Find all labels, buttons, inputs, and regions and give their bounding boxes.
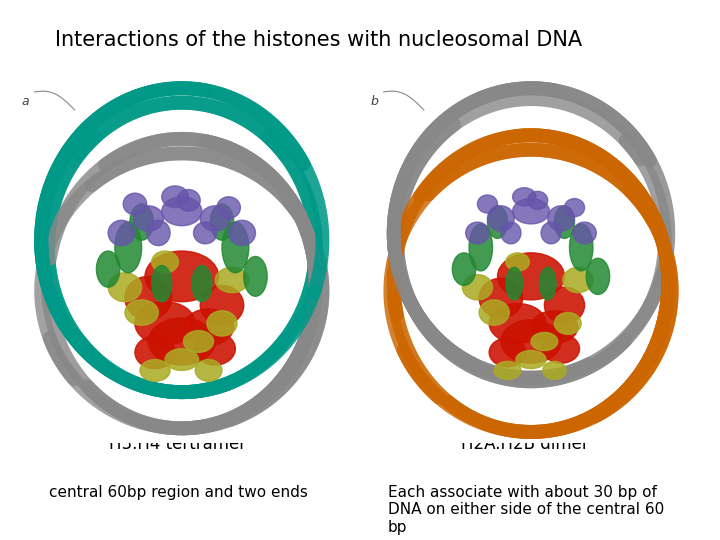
- Ellipse shape: [487, 206, 508, 238]
- Ellipse shape: [147, 220, 170, 246]
- Ellipse shape: [133, 206, 163, 231]
- Ellipse shape: [135, 336, 175, 369]
- Ellipse shape: [528, 191, 548, 210]
- Ellipse shape: [200, 286, 244, 325]
- Ellipse shape: [115, 222, 142, 273]
- Text: H3.H4 tertramer: H3.H4 tertramer: [109, 435, 246, 453]
- Ellipse shape: [217, 197, 240, 219]
- Ellipse shape: [162, 186, 189, 207]
- Ellipse shape: [466, 222, 489, 244]
- Ellipse shape: [506, 267, 523, 300]
- Ellipse shape: [479, 278, 523, 318]
- Text: a: a: [21, 96, 29, 109]
- Ellipse shape: [165, 349, 199, 370]
- Ellipse shape: [229, 220, 256, 246]
- Ellipse shape: [125, 276, 172, 320]
- Ellipse shape: [506, 253, 529, 271]
- Ellipse shape: [489, 338, 526, 367]
- Ellipse shape: [539, 267, 556, 300]
- Ellipse shape: [148, 318, 215, 365]
- Text: central 60bp region and two ends: central 60bp region and two ends: [48, 485, 307, 500]
- Ellipse shape: [573, 222, 596, 244]
- Ellipse shape: [563, 267, 593, 293]
- Ellipse shape: [108, 273, 142, 302]
- Ellipse shape: [215, 267, 249, 293]
- Ellipse shape: [210, 204, 234, 240]
- Ellipse shape: [544, 287, 585, 323]
- Ellipse shape: [513, 188, 536, 206]
- Ellipse shape: [462, 274, 492, 300]
- Ellipse shape: [125, 300, 158, 325]
- Ellipse shape: [123, 193, 147, 215]
- Ellipse shape: [501, 320, 561, 363]
- Text: Each associate with about 30 bp of
DNA on either side of the central 60
bp: Each associate with about 30 bp of DNA o…: [388, 485, 665, 535]
- Ellipse shape: [177, 190, 200, 211]
- Ellipse shape: [554, 206, 575, 238]
- Ellipse shape: [489, 303, 546, 343]
- Ellipse shape: [543, 361, 566, 380]
- Ellipse shape: [184, 309, 234, 345]
- Ellipse shape: [152, 251, 179, 273]
- Ellipse shape: [477, 195, 498, 213]
- Ellipse shape: [531, 310, 578, 343]
- Ellipse shape: [140, 360, 170, 381]
- Ellipse shape: [543, 334, 580, 363]
- Ellipse shape: [195, 360, 222, 381]
- Ellipse shape: [244, 256, 267, 296]
- Ellipse shape: [469, 224, 492, 271]
- Ellipse shape: [194, 222, 217, 244]
- Ellipse shape: [479, 300, 509, 325]
- Ellipse shape: [513, 199, 549, 224]
- Ellipse shape: [570, 224, 593, 271]
- Text: b: b: [370, 96, 378, 109]
- Ellipse shape: [554, 313, 581, 334]
- Ellipse shape: [192, 266, 212, 302]
- Ellipse shape: [541, 222, 561, 244]
- Ellipse shape: [195, 333, 235, 365]
- Ellipse shape: [96, 251, 120, 287]
- Ellipse shape: [586, 258, 610, 294]
- Ellipse shape: [548, 206, 575, 231]
- Ellipse shape: [498, 253, 564, 300]
- Ellipse shape: [516, 350, 546, 369]
- Text: H2A.H2B dimer: H2A.H2B dimer: [461, 435, 589, 453]
- Ellipse shape: [494, 361, 521, 380]
- Ellipse shape: [135, 302, 195, 345]
- Text: Interactions of the histones with nucleosomal DNA: Interactions of the histones with nucleo…: [55, 30, 582, 50]
- Ellipse shape: [501, 222, 521, 244]
- Ellipse shape: [564, 199, 585, 217]
- Ellipse shape: [222, 222, 249, 273]
- Ellipse shape: [452, 253, 476, 286]
- Ellipse shape: [487, 206, 514, 231]
- Ellipse shape: [531, 333, 558, 350]
- Ellipse shape: [130, 204, 153, 240]
- Ellipse shape: [162, 197, 202, 226]
- Ellipse shape: [200, 206, 230, 231]
- Ellipse shape: [108, 220, 135, 246]
- Ellipse shape: [152, 266, 172, 302]
- Ellipse shape: [184, 330, 214, 352]
- Ellipse shape: [145, 251, 219, 302]
- Ellipse shape: [207, 310, 237, 336]
